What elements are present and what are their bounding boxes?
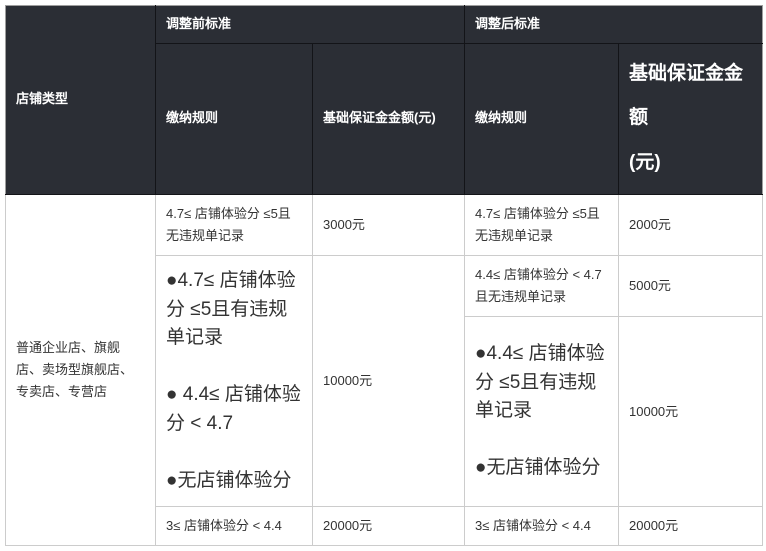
header-before-standard: 调整前标准	[154, 5, 466, 44]
before-amount-1-cell: 3000元	[311, 193, 466, 256]
before-rule-3-cell: 3≤ 店铺体验分 < 4.4	[155, 506, 313, 547]
header-after-standard: 调整后标准	[464, 5, 764, 44]
header-before-rule: 缴纳规则	[155, 42, 313, 195]
after-amount-3-cell: 10000元	[618, 316, 764, 508]
before-rule-1-cell: 4.7≤ 店铺体验分 ≤5且无违规单记录	[155, 193, 313, 256]
after-rule-2-cell: 4.4≤ 店铺体验分 < 4.7且无违规单记录	[464, 254, 620, 318]
before-amount-2-cell: 10000元	[311, 254, 466, 508]
before-rule-2-cell: ●4.7≤ 店铺体验分 ≤5且有违规单记录 ● 4.4≤ 店铺体验分 < 4.7…	[155, 254, 313, 508]
after-amount-1-cell: 2000元	[618, 193, 764, 256]
before-amount-3-cell: 20000元	[311, 506, 466, 547]
header-after-rule: 缴纳规则	[464, 42, 620, 195]
after-amount-4-cell: 20000元	[618, 506, 764, 547]
after-rule-4-cell: 3≤ 店铺体验分 < 4.4	[464, 506, 620, 547]
header-before-amount: 基础保证金金额(元)	[311, 42, 466, 195]
after-amount-2-cell: 5000元	[618, 254, 764, 318]
after-rule-3-cell: ●4.4≤ 店铺体验分 ≤5且有违规单记录 ●无店铺体验分	[464, 316, 620, 508]
header-after-amount: 基础保证金金额 (元)	[618, 42, 764, 195]
after-rule-1-cell: 4.7≤ 店铺体验分 ≤5且无违规单记录	[464, 193, 620, 256]
deposit-standards-table: 店铺类型 调整前标准 调整后标准 缴纳规则 基础保证金金额(元) 缴纳规则 基础…	[5, 5, 764, 547]
store-type-cell: 普通企业店、旗舰店、卖场型旗舰店、专卖店、专营店	[5, 193, 156, 547]
header-store-type: 店铺类型	[5, 5, 156, 195]
